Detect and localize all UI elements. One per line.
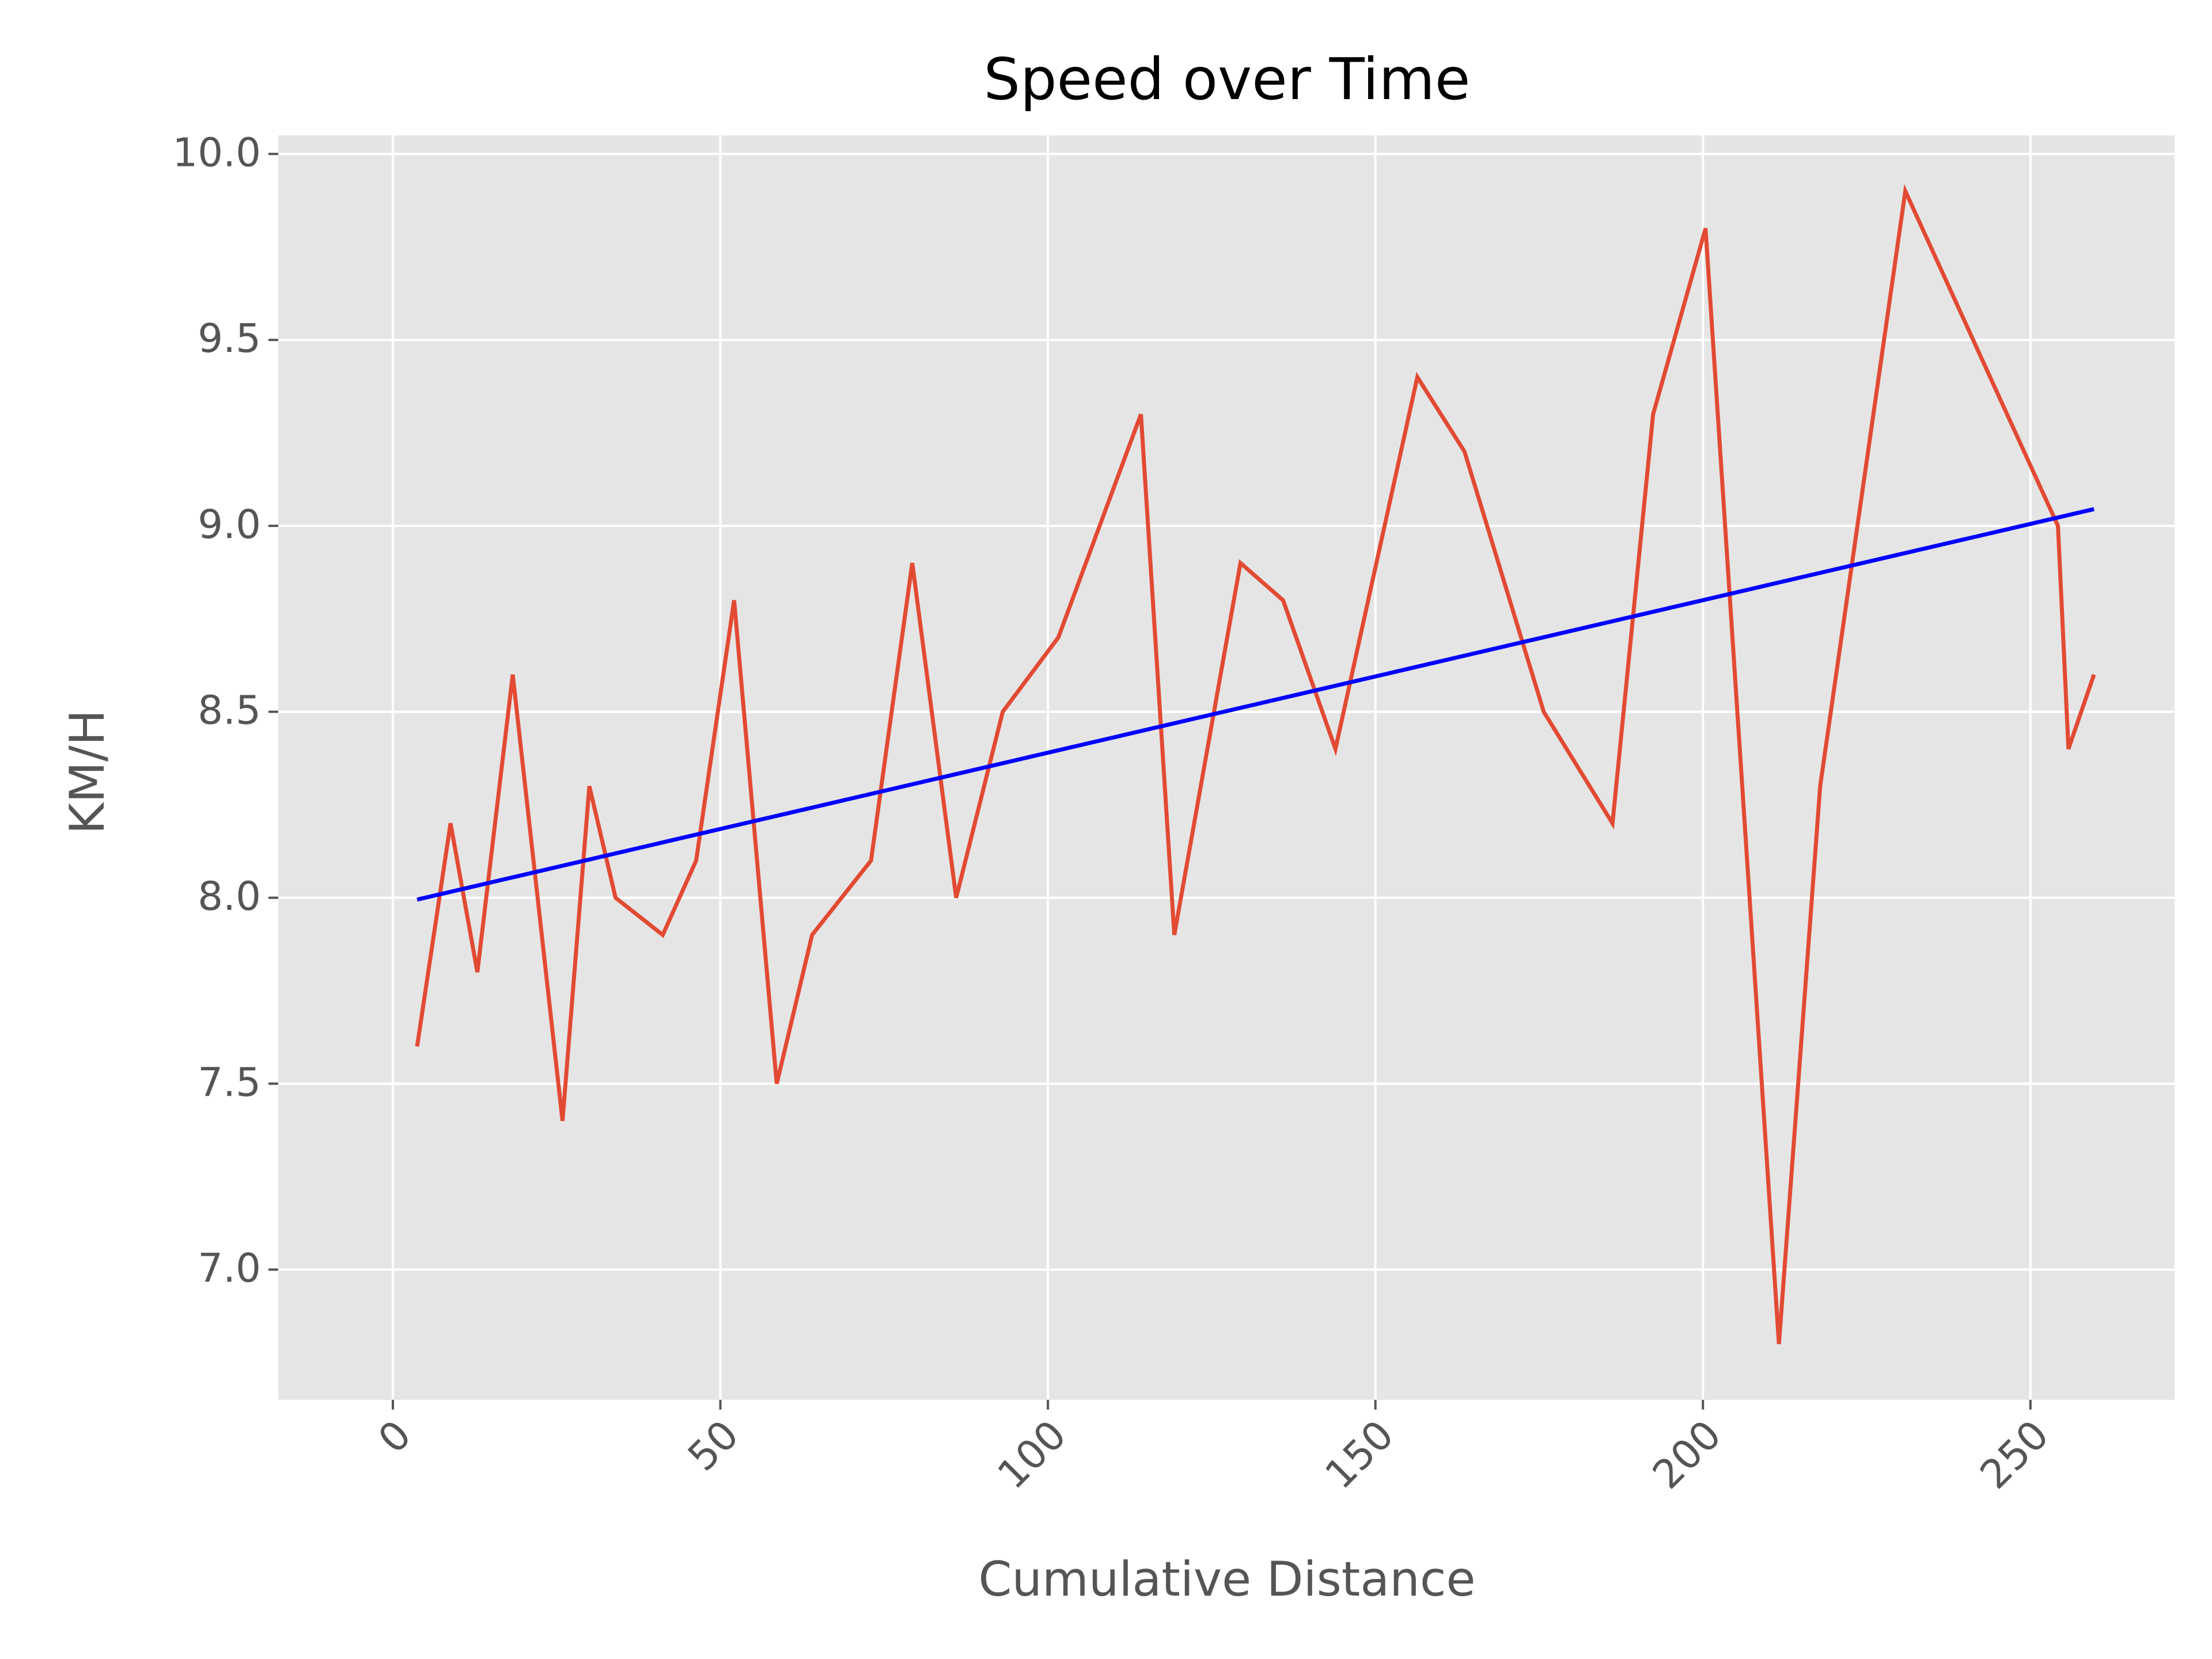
y-tick-label: 8.5 bbox=[198, 688, 261, 734]
y-tick-label: 7.0 bbox=[198, 1245, 261, 1291]
y-tick-label: 8.0 bbox=[198, 873, 261, 919]
y-tick-label: 9.5 bbox=[198, 316, 261, 362]
x-axis-label: Cumulative Distance bbox=[978, 1551, 1475, 1607]
plot-area bbox=[278, 135, 2175, 1400]
series-lines bbox=[415, 184, 2096, 1344]
chart-title: Speed over Time bbox=[984, 46, 1471, 113]
y-tick-label: 10.0 bbox=[172, 130, 261, 176]
y-tick-label: 9.0 bbox=[198, 502, 261, 548]
series-line-1 bbox=[416, 507, 2094, 902]
y-axis-label: KM/H bbox=[59, 710, 115, 834]
series-line-0 bbox=[415, 184, 2096, 1344]
y-tick-label: 7.5 bbox=[198, 1059, 261, 1105]
